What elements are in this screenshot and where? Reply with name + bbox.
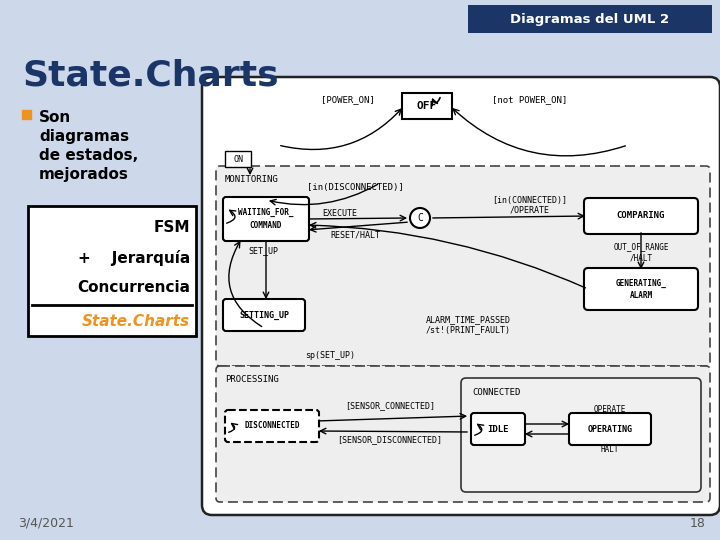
Text: [SENSOR_DISCONNECTED]: [SENSOR_DISCONNECTED] xyxy=(338,435,443,444)
Text: C: C xyxy=(417,213,423,223)
Text: DISCONNECTED: DISCONNECTED xyxy=(244,422,300,430)
Text: diagramas: diagramas xyxy=(39,129,129,144)
FancyBboxPatch shape xyxy=(225,151,251,167)
Text: COMMAND: COMMAND xyxy=(250,221,282,231)
FancyBboxPatch shape xyxy=(202,77,720,515)
Text: Son: Son xyxy=(39,110,71,125)
FancyBboxPatch shape xyxy=(584,198,698,234)
Text: ON: ON xyxy=(233,154,243,164)
FancyBboxPatch shape xyxy=(28,206,196,336)
Text: SETTING_UP: SETTING_UP xyxy=(239,310,289,320)
Text: OPERATING: OPERATING xyxy=(588,424,632,434)
Text: OFF: OFF xyxy=(417,101,437,111)
Text: COMPARING: COMPARING xyxy=(617,212,665,220)
FancyBboxPatch shape xyxy=(402,93,452,119)
Text: EXECUTE: EXECUTE xyxy=(323,208,358,218)
FancyBboxPatch shape xyxy=(569,413,651,445)
Text: IDLE: IDLE xyxy=(487,424,509,434)
Text: /OPERATE: /OPERATE xyxy=(510,206,550,214)
Text: +    Jerarquía: + Jerarquía xyxy=(78,250,190,266)
Circle shape xyxy=(410,208,430,228)
Text: Diagramas del UML 2: Diagramas del UML 2 xyxy=(510,12,670,25)
Text: de estados,: de estados, xyxy=(39,148,138,163)
Text: mejorados: mejorados xyxy=(39,167,129,182)
Text: /st!(PRINT_FAULT): /st!(PRINT_FAULT) xyxy=(426,326,510,334)
FancyBboxPatch shape xyxy=(216,366,710,502)
Text: /HALT: /HALT xyxy=(629,253,652,262)
Text: [in(CONNECTED)]: [in(CONNECTED)] xyxy=(492,195,567,205)
Text: Concurrencia: Concurrencia xyxy=(77,280,190,295)
Text: 3/4/2021: 3/4/2021 xyxy=(18,517,74,530)
Text: GENERATING_: GENERATING_ xyxy=(616,279,667,288)
Text: FSM: FSM xyxy=(153,220,190,235)
FancyBboxPatch shape xyxy=(461,378,701,492)
Text: MONITORING: MONITORING xyxy=(225,175,279,184)
Text: [POWER_ON]: [POWER_ON] xyxy=(321,96,375,105)
FancyBboxPatch shape xyxy=(22,110,31,119)
Text: WAITING_FOR_: WAITING_FOR_ xyxy=(238,207,294,217)
FancyBboxPatch shape xyxy=(468,5,712,33)
Text: HALT: HALT xyxy=(600,446,619,455)
FancyBboxPatch shape xyxy=(223,197,309,241)
Text: ALARM: ALARM xyxy=(629,291,652,300)
Text: [not POWER_ON]: [not POWER_ON] xyxy=(492,96,567,105)
FancyBboxPatch shape xyxy=(584,268,698,310)
Text: OUT_OF_RANGE: OUT_OF_RANGE xyxy=(613,242,669,252)
Text: RESET/HALT: RESET/HALT xyxy=(330,231,380,240)
Text: State.Charts: State.Charts xyxy=(82,314,190,328)
Text: sp(SET_UP): sp(SET_UP) xyxy=(305,350,355,360)
Text: CONNECTED: CONNECTED xyxy=(472,388,521,397)
Text: 18: 18 xyxy=(690,517,706,530)
FancyBboxPatch shape xyxy=(223,299,305,331)
Text: [in(DISCONNECTED)]: [in(DISCONNECTED)] xyxy=(307,183,403,192)
FancyBboxPatch shape xyxy=(216,166,710,366)
FancyBboxPatch shape xyxy=(471,413,525,445)
Text: [SENSOR_CONNECTED]: [SENSOR_CONNECTED] xyxy=(345,402,435,410)
FancyBboxPatch shape xyxy=(225,410,319,442)
Text: State.Charts: State.Charts xyxy=(22,58,279,92)
Text: PROCESSING: PROCESSING xyxy=(225,375,279,384)
Text: SET_UP: SET_UP xyxy=(248,246,278,255)
Text: OPERATE: OPERATE xyxy=(594,404,626,414)
Text: ALARM_TIME_PASSED: ALARM_TIME_PASSED xyxy=(426,315,510,325)
